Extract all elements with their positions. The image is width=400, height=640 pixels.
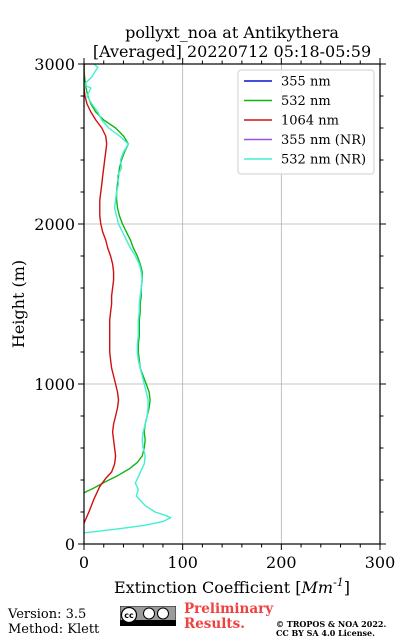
extinction-chart: pollyxt_noa at Antikythera [Averaged] 20… [9, 23, 395, 597]
cc-license-badge: cc [120, 606, 176, 626]
by-icon [143, 607, 155, 620]
x-tick-label-300: 300 [365, 553, 396, 572]
x-tick-label-100: 100 [167, 553, 198, 572]
copyright-text: © TROPOS & NOA 2022. CC BY SA 4.0 Licens… [276, 620, 386, 638]
preliminary-line-1: Preliminary [184, 601, 274, 617]
preliminary-results-text: Preliminary Results. [184, 602, 273, 632]
y-axis-label: Height (m) [9, 260, 28, 348]
series-line-532-nm [84, 64, 151, 494]
x-tick-label-0: 0 [79, 553, 89, 572]
legend-label-1064-nm: 1064 nm [281, 114, 339, 129]
version-text: Version: 3.5 [8, 607, 87, 622]
chart-title-line-1: pollyxt_noa at Antikythera [125, 23, 339, 42]
legend: 355 nm 532 nm 1064 nm 355 nm (NR) 532 nm (NR… [237, 69, 375, 175]
legend-label-532-nm: 532 nm [281, 94, 331, 109]
series-lines [84, 64, 172, 534]
series-line-1064-nm [84, 64, 120, 524]
method-text: Method: Klett [8, 622, 100, 637]
y-tick-label-1000: 1000 [34, 375, 75, 394]
preliminary-line-2: Results. [184, 616, 245, 632]
legend-label-355-nm: 355 nm [281, 75, 331, 90]
legend-label-532-nm-nr-: 532 nm (NR) [281, 153, 366, 168]
copyright-line-1: © TROPOS & NOA 2022. [276, 619, 387, 629]
x-axis-label: Extinction Coefficient [Mm-1] [114, 576, 350, 597]
series-line-532-nm-nr- [84, 64, 172, 534]
legend-label-355-nm-nr-: 355 nm (NR) [281, 133, 366, 148]
copyright-line-2: CC BY SA 4.0 License. [276, 628, 375, 638]
chart-title-line-2: [Averaged] 20220712 05:18-05:59 [93, 42, 371, 61]
x-tick-label-200: 200 [266, 553, 297, 572]
cc-icon: cc [124, 611, 134, 620]
y-tick-label-0: 0 [65, 535, 75, 554]
plot-frame [83, 63, 381, 545]
sa-icon [157, 607, 169, 620]
y-tick-label-3000: 3000 [34, 55, 75, 74]
y-tick-label-2000: 2000 [34, 215, 75, 234]
legend-box [237, 69, 375, 175]
